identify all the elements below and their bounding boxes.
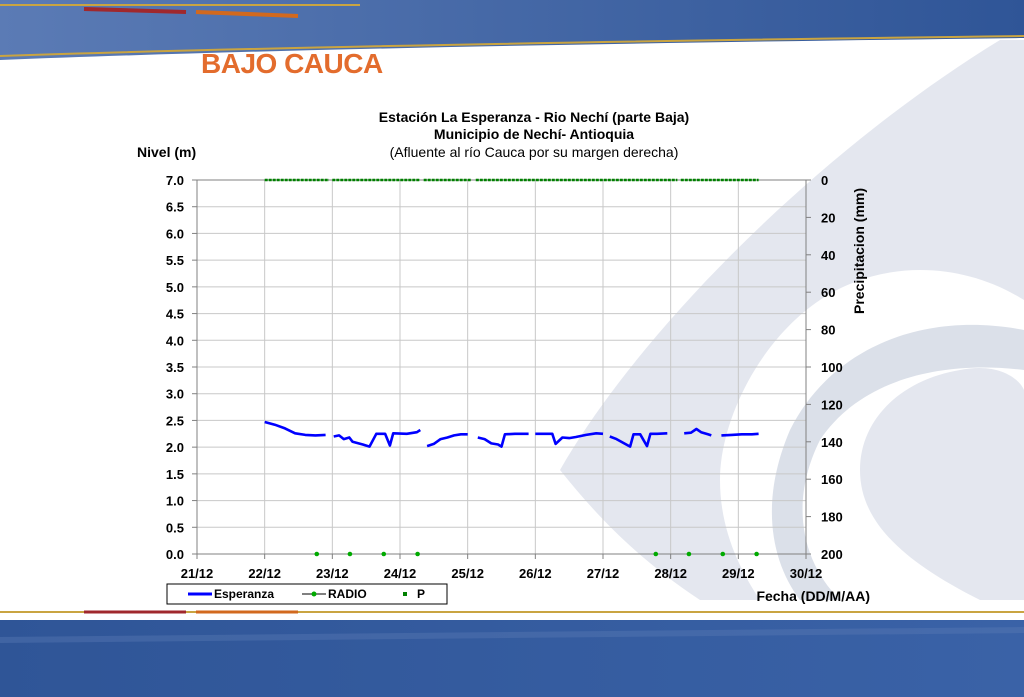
series-line-esperanza — [684, 427, 712, 437]
y-tick-label: 5.5 — [166, 253, 184, 268]
chart-legend: Esperanza RADIO P — [166, 583, 448, 605]
y2-tick-label: 200 — [821, 547, 843, 562]
y-tick-label: 2.0 — [166, 440, 184, 455]
x-tick-label: 24/12 — [384, 566, 417, 581]
x-tick-label: 28/12 — [654, 566, 687, 581]
y-tick-label: 4.5 — [166, 307, 184, 322]
x-tick-label: 25/12 — [451, 566, 484, 581]
y2-tick-label: 0 — [821, 173, 828, 188]
x-tick-label: 29/12 — [722, 566, 755, 581]
legend-marker-p — [403, 592, 407, 596]
footer-band — [0, 610, 1024, 697]
y-tick-label: 0.5 — [166, 520, 184, 535]
x-axis-label: Fecha (DD/M/AA) — [756, 588, 870, 604]
chart-series — [264, 178, 759, 557]
y-tick-label: 1.5 — [166, 467, 184, 482]
series-point-radio — [686, 551, 692, 557]
watermark-logo-shape — [560, 40, 1024, 600]
y2-tick-label: 160 — [821, 472, 843, 487]
header-band — [0, 0, 1024, 60]
legend-label-p: P — [417, 587, 425, 601]
chart-title-line-3: (Afluente al río Cauca por su margen der… — [390, 144, 679, 160]
y2-tick-label: 60 — [821, 285, 835, 300]
chart-axes: 0.0 0.5 1.0 1.5 2.0 2.5 3.0 3.5 4.0 4.5 5.0 5.5 6.0 6… — [166, 173, 843, 581]
series-line-esperanza — [333, 428, 422, 448]
series-line-esperanza — [609, 432, 668, 448]
x-tick-label: 22/12 — [248, 566, 281, 581]
y-tick-label: 6.5 — [166, 200, 184, 215]
x-tick-label: 30/12 — [790, 566, 823, 581]
y2-axis-label: Precipitacion (mm) — [851, 188, 867, 314]
series-line-esperanza — [264, 420, 326, 437]
chart-grid — [196, 179, 807, 555]
y-tick-label: 3.0 — [166, 387, 184, 402]
series-point-radio — [754, 551, 759, 557]
x-tick-label: 21/12 — [181, 566, 214, 581]
y-tick-label: 6.0 — [166, 226, 184, 241]
y-tick-label: 2.5 — [166, 413, 184, 428]
x-tick-label: 26/12 — [519, 566, 552, 581]
legend-label-esperanza: Esperanza — [214, 587, 274, 601]
y-tick-label: 4.0 — [166, 333, 184, 348]
section-title: BAJO CAUCA — [201, 48, 383, 79]
legend-label-radio: RADIO — [328, 587, 367, 601]
series-point-radio — [415, 551, 420, 557]
chart-title-line-2: Municipio de Nechí- Antioquia — [434, 126, 634, 142]
y-tick-label: 3.5 — [166, 360, 184, 375]
y-tick-label: 5.0 — [166, 280, 184, 295]
legend-marker-radio — [311, 591, 317, 597]
y-tick-label: 0.0 — [166, 547, 184, 562]
watermark-arc — [771, 324, 1024, 600]
y2-tick-label: 40 — [821, 248, 835, 263]
series-line-esperanza — [721, 432, 759, 437]
y-tick-label: 7.0 — [166, 173, 184, 188]
y2-tick-label: 20 — [821, 210, 835, 225]
x-tick-label: 27/12 — [587, 566, 620, 581]
series-point-radio — [381, 551, 387, 557]
y2-tick-label: 140 — [821, 435, 843, 450]
y2-tick-label: 80 — [821, 323, 835, 338]
series-point-radio — [653, 551, 659, 557]
series-point-radio — [720, 551, 726, 557]
y2-tick-label: 120 — [821, 397, 843, 412]
series-line-esperanza — [477, 432, 529, 448]
y-tick-label: 1.0 — [166, 494, 184, 509]
y-axis-label: Nivel (m) — [137, 144, 196, 160]
y2-tick-label: 180 — [821, 510, 843, 525]
series-line-esperanza — [426, 433, 468, 448]
series-point-radio — [314, 551, 320, 557]
chart-title-line-1: Estación La Esperanza - Rio Nechí (parte… — [379, 109, 689, 125]
series-point-radio — [347, 551, 353, 557]
series-line-esperanza — [535, 432, 604, 446]
y2-tick-label: 100 — [821, 360, 843, 375]
x-tick-label: 23/12 — [316, 566, 349, 581]
